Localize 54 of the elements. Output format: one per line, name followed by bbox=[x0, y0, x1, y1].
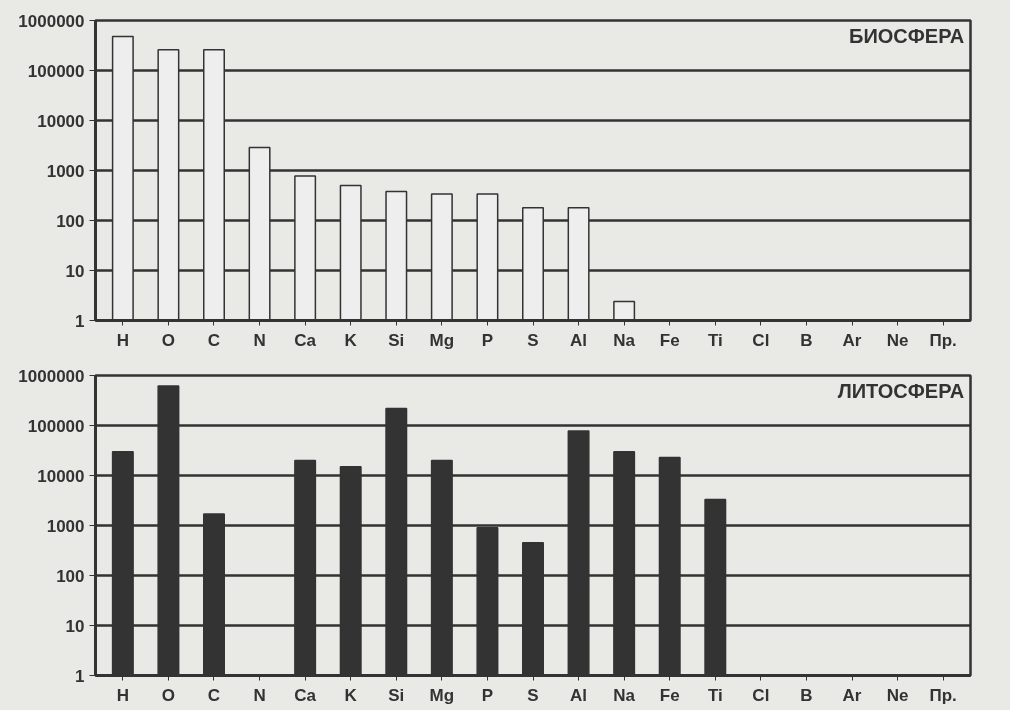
x-tick-label: Пр. bbox=[929, 330, 957, 350]
y-tick-label: 1000000 bbox=[18, 366, 85, 386]
x-tick-label: N bbox=[253, 330, 266, 350]
x-tick-label: Ar bbox=[842, 685, 862, 705]
x-tick-label: N bbox=[253, 685, 266, 705]
x-tick-label: Ar bbox=[842, 330, 862, 350]
x-tick-label: Cl bbox=[752, 685, 770, 705]
x-tick-label: Ne bbox=[886, 330, 909, 350]
x-tick-label: Ne bbox=[886, 685, 909, 705]
x-tick-label: Si bbox=[388, 685, 405, 705]
y-tick-label: 100000 bbox=[27, 416, 85, 436]
x-tick-label: C bbox=[207, 685, 221, 705]
x-tick-label: C bbox=[207, 330, 221, 350]
x-tick-label: Пр. bbox=[929, 685, 957, 705]
y-tick-label: 100000 bbox=[27, 61, 85, 81]
x-tick-label: Ca bbox=[294, 330, 317, 350]
x-tick-label: Fe bbox=[659, 330, 680, 350]
y-tick-label: 10 bbox=[65, 261, 85, 281]
x-tick-label: P bbox=[481, 685, 494, 705]
y-tick-label: 1000 bbox=[46, 516, 85, 536]
y-tick-label: 1 bbox=[75, 311, 85, 331]
x-tick-label: Ti bbox=[707, 330, 723, 350]
x-tick-label: B bbox=[800, 330, 813, 350]
x-tick-label: P bbox=[481, 330, 494, 350]
x-tick-label: Ti bbox=[707, 685, 723, 705]
x-tick-label: H bbox=[116, 685, 129, 705]
x-tick-label: Na bbox=[613, 685, 636, 705]
y-tick-label: 1000000 bbox=[18, 11, 85, 31]
x-tick-label: S bbox=[527, 685, 539, 705]
x-tick-label: H bbox=[116, 330, 129, 350]
x-tick-label: Ca bbox=[294, 685, 317, 705]
x-tick-label: Al bbox=[570, 330, 588, 350]
x-tick-label: O bbox=[161, 330, 176, 350]
x-tick-label: O bbox=[161, 685, 176, 705]
y-tick-label: 10000 bbox=[37, 111, 85, 131]
y-tick-label: 10000 bbox=[37, 466, 85, 486]
x-tick-label: Na bbox=[613, 330, 636, 350]
x-tick-label: Si bbox=[388, 330, 405, 350]
y-tick-label: 100 bbox=[56, 566, 85, 586]
y-tick-label: 1 bbox=[75, 666, 85, 686]
x-tick-label: Fe bbox=[659, 685, 680, 705]
y-tick-label: 10 bbox=[65, 616, 85, 636]
x-tick-label: S bbox=[527, 330, 539, 350]
chart-title: ЛИТОСФЕРА bbox=[837, 379, 965, 402]
x-tick-label: Mg bbox=[429, 330, 455, 350]
x-tick-label: Mg bbox=[429, 685, 455, 705]
y-tick-label: 100 bbox=[56, 211, 85, 231]
x-tick-label: K bbox=[344, 685, 358, 705]
y-tick-label: 1000 bbox=[46, 161, 85, 181]
x-tick-label: Cl bbox=[752, 330, 770, 350]
x-tick-label: K bbox=[344, 330, 358, 350]
x-tick-label: Al bbox=[570, 685, 588, 705]
chart-title: БИОСФЕРА bbox=[849, 24, 965, 47]
x-tick-label: B bbox=[800, 685, 813, 705]
